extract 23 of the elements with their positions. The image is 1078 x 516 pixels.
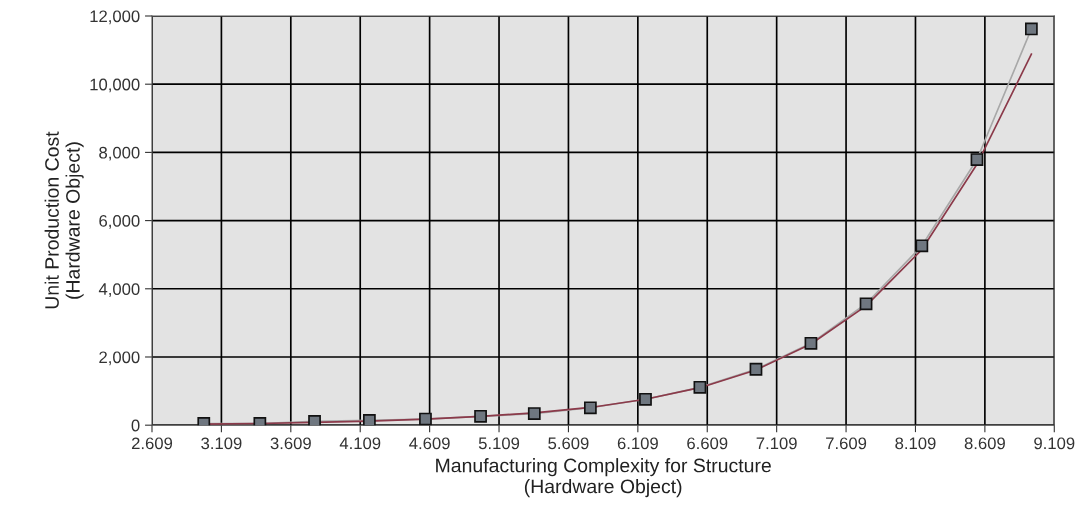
x-axis-title: Manufacturing Complexity for Structure (Hardware Object) — [436, 458, 771, 498]
x-tick-label: 9.109 — [1034, 437, 1075, 450]
x-tick-label: 6.609 — [687, 437, 728, 450]
x-tick-label: 5.609 — [548, 437, 589, 450]
x-tick-label: 7.609 — [826, 437, 867, 450]
x-tick-label: 4.109 — [339, 437, 381, 450]
x-tick-label: 5.109 — [478, 437, 520, 450]
x-tick-label: 2.609 — [131, 437, 173, 450]
x-tick-label: 3.109 — [201, 437, 242, 450]
y-tick-label: 10,000 — [90, 78, 140, 93]
y-tick-label: 4,000 — [98, 283, 140, 297]
y-axis-title: Unit Production Cost (Hardware Object) — [44, 131, 84, 309]
y-tick-label: 0 — [131, 419, 140, 432]
x-tick-label: 6.109 — [617, 437, 658, 450]
x-tick-label: 3.609 — [270, 437, 311, 450]
x-tick-label: 8.609 — [964, 437, 1005, 450]
y-tick-label: 8,000 — [99, 146, 140, 161]
y-tick-label: 12,000 — [90, 10, 140, 25]
y-tick-label: 2,000 — [99, 351, 140, 366]
x-tick-label: 8.109 — [895, 437, 936, 450]
x-tick-label: 7.109 — [756, 437, 797, 450]
x-tick-label: 4.609 — [409, 437, 450, 450]
y-tick-label: 6,000 — [99, 214, 140, 229]
